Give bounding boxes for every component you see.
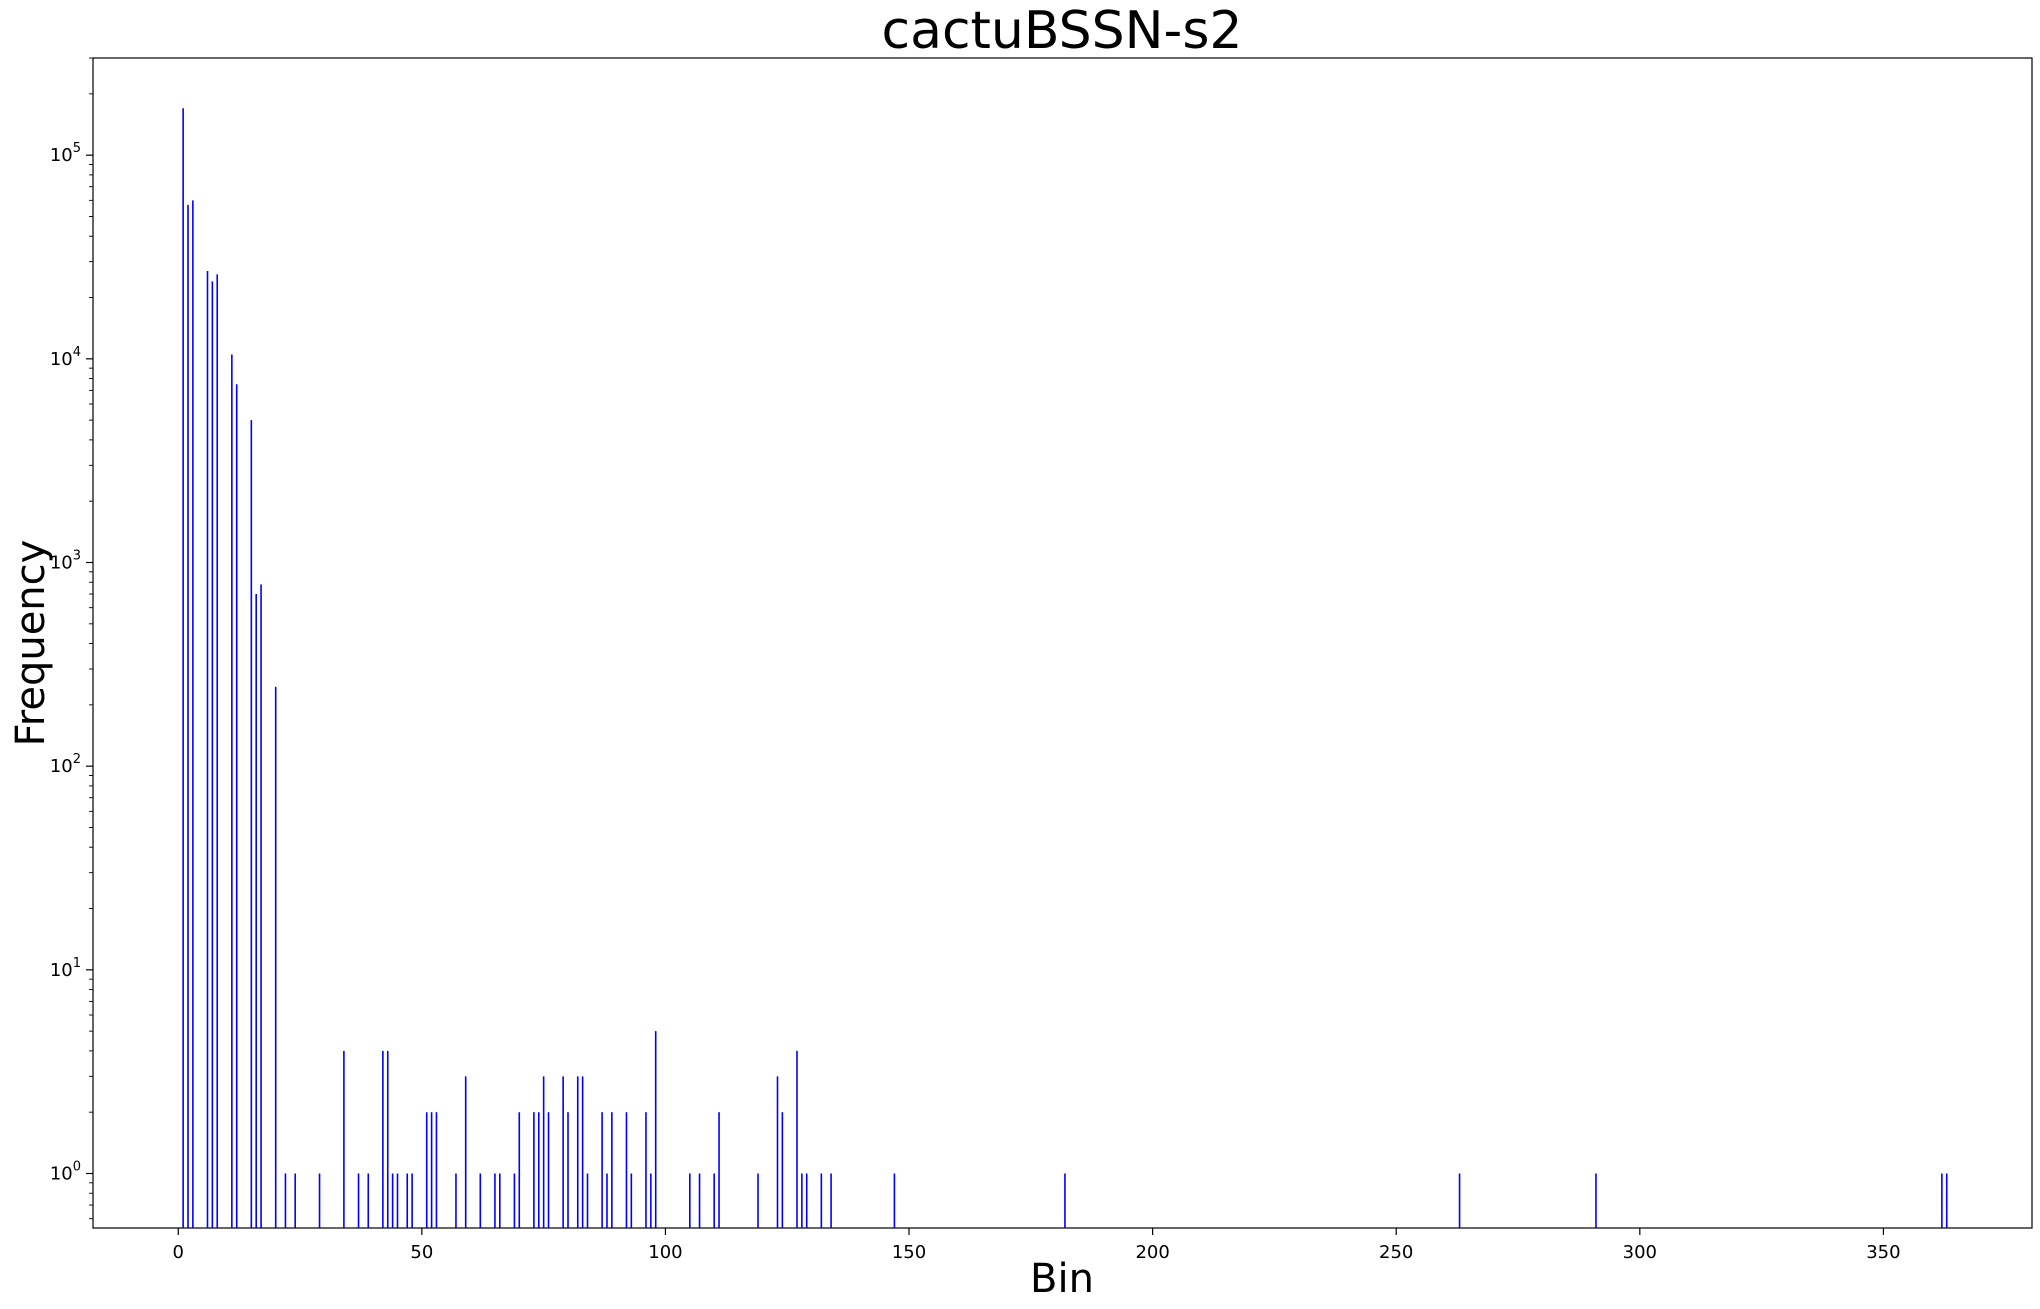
y-tick-label: 100 [50,1159,81,1184]
y-tick-exponent: 0 [73,1159,81,1174]
x-axis-label: Bin [1030,1256,1094,1302]
plot-area-frame [92,57,2033,1229]
y-tick-base: 10 [50,960,73,981]
y-tick-base: 10 [50,1163,73,1184]
chart-title: cactuBSSN-s2 [881,1,1242,61]
y-tick-base: 10 [50,553,73,574]
x-tick-label: 350 [1866,1242,1900,1263]
y-tick-exponent: 3 [73,549,81,564]
y-tick-label: 101 [50,956,81,981]
y-tick-label: 102 [50,752,81,777]
y-tick-exponent: 4 [73,345,81,360]
x-tick-label: 300 [1623,1242,1657,1263]
x-tick-label: 100 [648,1242,682,1263]
bars-group [182,108,1948,1228]
x-tick-label: 0 [173,1242,184,1263]
y-tick-base: 10 [50,145,73,166]
x-tick-label: 250 [1379,1242,1413,1263]
y-tick-exponent: 1 [73,956,81,971]
y-axis-label: Frequency [8,540,54,747]
x-axis-ticks: 0 50 100 150 200 250 300 350 [173,1228,1901,1263]
y-tick-base: 10 [50,349,73,370]
y-tick-label: 103 [50,549,81,574]
x-tick-label: 200 [1135,1242,1169,1263]
x-tick-label: 150 [892,1242,926,1263]
y-tick-label: 104 [50,345,81,370]
y-tick-exponent: 2 [73,752,81,767]
x-tick-label: 50 [410,1242,433,1263]
y-tick-label: 105 [50,141,81,166]
y-tick-exponent: 5 [73,141,81,156]
y-tick-base: 10 [50,756,73,777]
